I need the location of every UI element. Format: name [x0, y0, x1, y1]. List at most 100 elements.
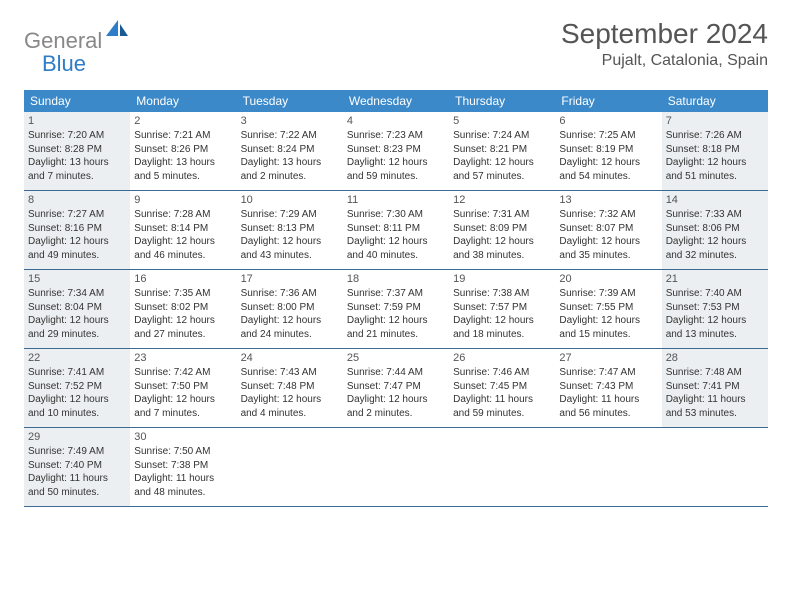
- sunrise-text: Sunrise: 7:40 AM: [666, 287, 764, 301]
- sunset-text: Sunset: 7:43 PM: [559, 380, 657, 394]
- day-number: 19: [453, 273, 551, 285]
- weekday-row: SundayMondayTuesdayWednesdayThursdayFrid…: [24, 90, 768, 112]
- daylight-text: Daylight: 12 hours: [134, 235, 232, 249]
- weekday-header: Tuesday: [237, 90, 343, 112]
- day-cell: 25Sunrise: 7:44 AMSunset: 7:47 PMDayligh…: [343, 349, 449, 427]
- day-number: 28: [666, 352, 764, 364]
- daylight-text: Daylight: 12 hours: [666, 235, 764, 249]
- sunrise-text: Sunrise: 7:42 AM: [134, 366, 232, 380]
- sunset-text: Sunset: 7:47 PM: [347, 380, 445, 394]
- sunset-text: Sunset: 7:40 PM: [28, 459, 126, 473]
- week-row: 8Sunrise: 7:27 AMSunset: 8:16 PMDaylight…: [24, 191, 768, 270]
- daylight-text: and 56 minutes.: [559, 407, 657, 421]
- day-cell: 15Sunrise: 7:34 AMSunset: 8:04 PMDayligh…: [24, 270, 130, 348]
- sunset-text: Sunset: 8:18 PM: [666, 143, 764, 157]
- daylight-text: and 43 minutes.: [241, 249, 339, 263]
- daylight-text: and 15 minutes.: [559, 328, 657, 342]
- daylight-text: and 51 minutes.: [666, 170, 764, 184]
- daylight-text: and 57 minutes.: [453, 170, 551, 184]
- day-number: 25: [347, 352, 445, 364]
- day-number: 10: [241, 194, 339, 206]
- day-cell: 7Sunrise: 7:26 AMSunset: 8:18 PMDaylight…: [662, 112, 768, 190]
- daylight-text: Daylight: 13 hours: [28, 156, 126, 170]
- day-number: 7: [666, 115, 764, 127]
- logo-text-blue: Blue: [42, 51, 86, 76]
- daylight-text: and 32 minutes.: [666, 249, 764, 263]
- daylight-text: and 48 minutes.: [134, 486, 232, 500]
- weekday-header: Saturday: [662, 90, 768, 112]
- daylight-text: and 59 minutes.: [453, 407, 551, 421]
- sunrise-text: Sunrise: 7:33 AM: [666, 208, 764, 222]
- day-number: 16: [134, 273, 232, 285]
- sunrise-text: Sunrise: 7:25 AM: [559, 129, 657, 143]
- sunset-text: Sunset: 7:52 PM: [28, 380, 126, 394]
- sunset-text: Sunset: 8:21 PM: [453, 143, 551, 157]
- day-number: 11: [347, 194, 445, 206]
- sunrise-text: Sunrise: 7:48 AM: [666, 366, 764, 380]
- weekday-header: Monday: [130, 90, 236, 112]
- sunset-text: Sunset: 7:41 PM: [666, 380, 764, 394]
- day-number: 24: [241, 352, 339, 364]
- daylight-text: and 49 minutes.: [28, 249, 126, 263]
- day-empty: [449, 428, 555, 506]
- day-cell: 19Sunrise: 7:38 AMSunset: 7:57 PMDayligh…: [449, 270, 555, 348]
- day-number: 26: [453, 352, 551, 364]
- day-empty: [343, 428, 449, 506]
- day-cell: 5Sunrise: 7:24 AMSunset: 8:21 PMDaylight…: [449, 112, 555, 190]
- day-number: 22: [28, 352, 126, 364]
- day-number: 9: [134, 194, 232, 206]
- week-row: 1Sunrise: 7:20 AMSunset: 8:28 PMDaylight…: [24, 112, 768, 191]
- sunrise-text: Sunrise: 7:29 AM: [241, 208, 339, 222]
- daylight-text: Daylight: 13 hours: [134, 156, 232, 170]
- daylight-text: Daylight: 12 hours: [347, 156, 445, 170]
- day-cell: 11Sunrise: 7:30 AMSunset: 8:11 PMDayligh…: [343, 191, 449, 269]
- daylight-text: Daylight: 12 hours: [28, 235, 126, 249]
- daylight-text: Daylight: 12 hours: [347, 314, 445, 328]
- day-cell: 14Sunrise: 7:33 AMSunset: 8:06 PMDayligh…: [662, 191, 768, 269]
- day-empty: [555, 428, 661, 506]
- sunrise-text: Sunrise: 7:46 AM: [453, 366, 551, 380]
- sunrise-text: Sunrise: 7:28 AM: [134, 208, 232, 222]
- day-cell: 1Sunrise: 7:20 AMSunset: 8:28 PMDaylight…: [24, 112, 130, 190]
- sunrise-text: Sunrise: 7:39 AM: [559, 287, 657, 301]
- location: Pujalt, Catalonia, Spain: [561, 52, 768, 70]
- daylight-text: and 40 minutes.: [347, 249, 445, 263]
- sunset-text: Sunset: 8:13 PM: [241, 222, 339, 236]
- day-cell: 8Sunrise: 7:27 AMSunset: 8:16 PMDaylight…: [24, 191, 130, 269]
- sunset-text: Sunset: 8:02 PM: [134, 301, 232, 315]
- daylight-text: and 10 minutes.: [28, 407, 126, 421]
- day-cell: 10 Sunrise: 7:29 AMSunset: 8:13 PMDayligh…: [237, 191, 343, 269]
- day-cell: 9Sunrise: 7:28 AMSunset: 8:14 PMDaylight…: [130, 191, 236, 269]
- daylight-text: Daylight: 12 hours: [559, 314, 657, 328]
- daylight-text: Daylight: 12 hours: [559, 156, 657, 170]
- sunset-text: Sunset: 8:11 PM: [347, 222, 445, 236]
- day-cell: 2Sunrise: 7:21 AMSunset: 8:26 PMDaylight…: [130, 112, 236, 190]
- day-cell: 26Sunrise: 7:46 AMSunset: 7:45 PMDayligh…: [449, 349, 555, 427]
- day-number: 2: [134, 115, 232, 127]
- daylight-text: Daylight: 12 hours: [666, 314, 764, 328]
- sunrise-text: Sunrise: 7:47 AM: [559, 366, 657, 380]
- day-number: 4: [347, 115, 445, 127]
- sunset-text: Sunset: 7:55 PM: [559, 301, 657, 315]
- sunset-text: Sunset: 7:53 PM: [666, 301, 764, 315]
- daylight-text: Daylight: 12 hours: [134, 393, 232, 407]
- weekday-header: Wednesday: [343, 90, 449, 112]
- week-row: 22Sunrise: 7:41 AMSunset: 7:52 PMDayligh…: [24, 349, 768, 428]
- daylight-text: Daylight: 12 hours: [241, 235, 339, 249]
- daylight-text: Daylight: 12 hours: [134, 314, 232, 328]
- day-cell: 16Sunrise: 7:35 AMSunset: 8:02 PMDayligh…: [130, 270, 236, 348]
- sunrise-text: Sunrise: 7:34 AM: [28, 287, 126, 301]
- sunrise-text: Sunrise: 7:37 AM: [347, 287, 445, 301]
- sunset-text: Sunset: 7:38 PM: [134, 459, 232, 473]
- day-number: 12: [453, 194, 551, 206]
- daylight-text: Daylight: 12 hours: [453, 314, 551, 328]
- daylight-text: and 29 minutes.: [28, 328, 126, 342]
- title-block: September 2024 Pujalt, Catalonia, Spain: [561, 18, 768, 70]
- day-cell: 27Sunrise: 7:47 AMSunset: 7:43 PMDayligh…: [555, 349, 661, 427]
- daylight-text: and 2 minutes.: [241, 170, 339, 184]
- daylight-text: and 27 minutes.: [134, 328, 232, 342]
- sunset-text: Sunset: 8:23 PM: [347, 143, 445, 157]
- day-number: 17: [241, 273, 339, 285]
- day-number: 30: [134, 431, 232, 443]
- day-number: 3: [241, 115, 339, 127]
